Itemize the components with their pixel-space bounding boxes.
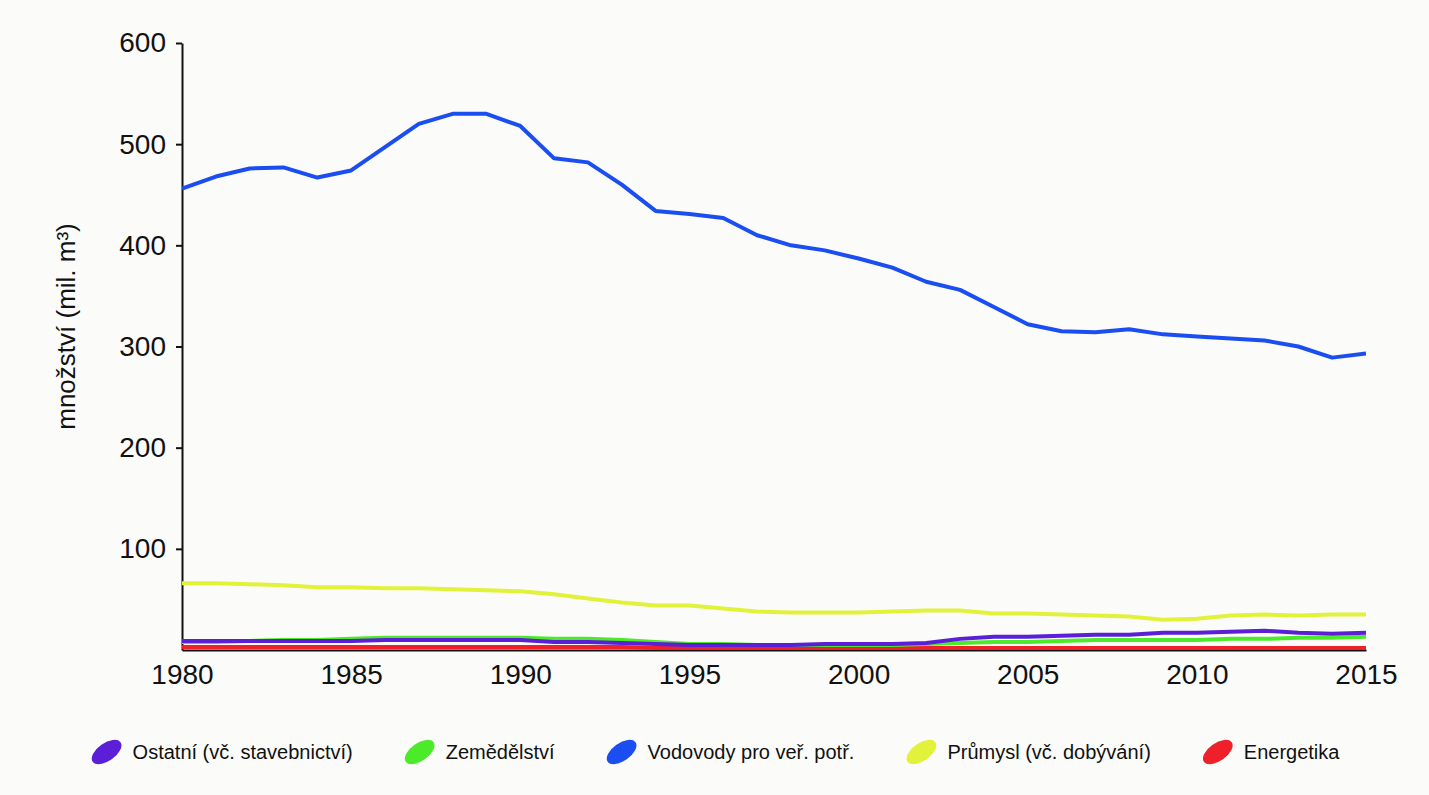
legend-label: Ostatní (vč. stavebnictví) (133, 741, 353, 763)
x-tick-label: 1990 (490, 659, 552, 690)
legend-swatch (87, 735, 125, 769)
y-axis-title: množství (mil. m³) (51, 223, 81, 430)
y-tick-label: 200 (119, 432, 166, 463)
x-tick: 1980 (151, 650, 213, 690)
legend-swatch (603, 735, 641, 769)
legend-item: Vodovody pro veř. potř. (603, 735, 855, 769)
y-tick-label: 400 (119, 230, 166, 261)
y-tick-label: 100 (119, 533, 166, 564)
y-tick: 600 (119, 27, 182, 58)
x-tick-label: 2005 (997, 659, 1059, 690)
y-tick: 500 (119, 129, 182, 160)
series-line (182, 114, 1366, 358)
y-tick-mark (176, 245, 182, 247)
legend-swatch (902, 735, 940, 769)
x-tick-label: 1980 (151, 659, 213, 690)
plot: 1980 1985 1990 1995 2000 2005 2010 2015 100 200 30… (119, 27, 1397, 689)
y-tick-mark (176, 447, 182, 449)
legend-label: Energetika (1244, 741, 1340, 763)
x-tick-label: 2015 (1335, 659, 1397, 690)
series-line (182, 583, 1366, 619)
x-tick-label: 1985 (320, 659, 382, 690)
x-tick: 2015 (1335, 650, 1397, 690)
y-tick-mark (176, 144, 182, 146)
series-line (182, 631, 1366, 645)
x-tick-label: 2010 (1166, 659, 1228, 690)
series-line (182, 647, 1366, 648)
y-tick: 100 (119, 533, 182, 564)
lines (182, 114, 1366, 648)
legend-item: Průmysl (vč. dobývání) (902, 735, 1150, 769)
legend-label: Vodovody pro veř. potř. (648, 741, 855, 763)
y-tick-label: 300 (119, 331, 166, 362)
legend-label: Zemědělství (446, 741, 555, 763)
x-axis: 1980 1985 1990 1995 2000 2005 2010 2015 (151, 650, 1397, 690)
y-tick-mark (176, 346, 182, 348)
legend-swatch (401, 735, 439, 769)
legend-label: Průmysl (vč. dobývání) (947, 741, 1150, 763)
legend-item: Ostatní (vč. stavebnictví) (87, 735, 352, 769)
y-tick: 300 (119, 331, 182, 362)
x-tick: 2005 (997, 650, 1059, 690)
x-tick: 1995 (659, 650, 721, 690)
chart: 1980 1985 1990 1995 2000 2005 2010 2015 100 200 30… (0, 0, 1429, 795)
legend-item: Zemědělství (401, 735, 555, 769)
y-tick-mark (176, 548, 182, 550)
x-tick: 1985 (320, 650, 382, 690)
legend-swatch (1199, 735, 1237, 769)
x-tick: 1990 (490, 650, 552, 690)
x-tick-label: 1995 (659, 659, 721, 690)
legend: Ostatní (vč. stavebnictví) Zemědělství Vod… (87, 735, 1340, 769)
y-tick-label: 600 (119, 27, 166, 58)
legend-item: Energetika (1199, 735, 1341, 769)
y-tick: 400 (119, 230, 182, 261)
x-tick: 2000 (828, 650, 890, 690)
x-tick-label: 2000 (828, 659, 890, 690)
y-tick-mark (176, 43, 182, 45)
y-tick: 200 (119, 432, 182, 463)
y-tick-label: 500 (119, 129, 166, 160)
x-tick: 2010 (1166, 650, 1228, 690)
y-axis: 100 200 300 400 500 600 (119, 27, 182, 650)
